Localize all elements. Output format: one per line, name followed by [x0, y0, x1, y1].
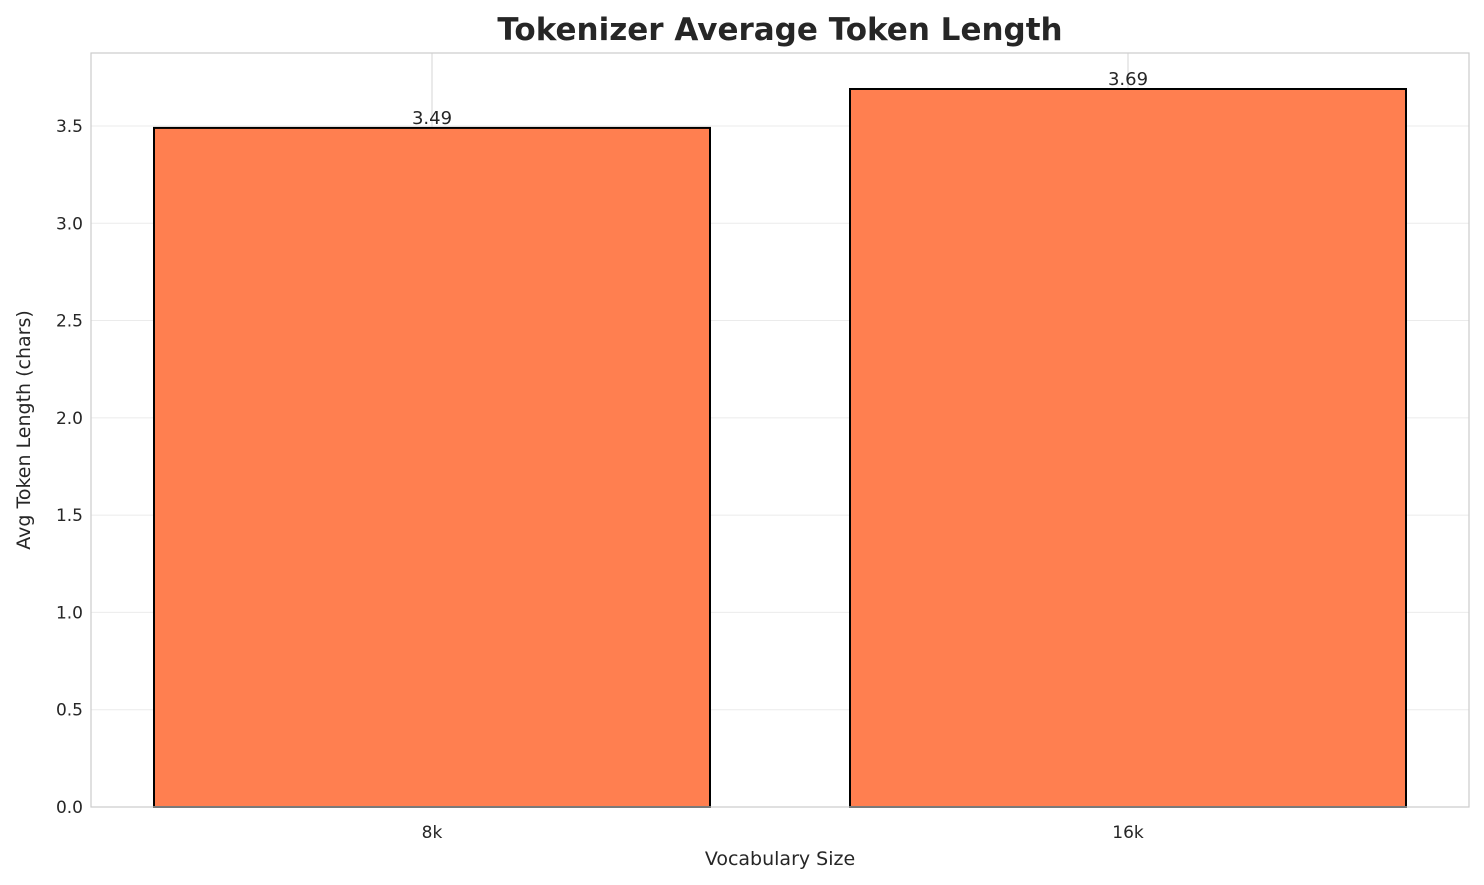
y-axis-ticks: 0.0 0.5 1.0 1.5 2.0 2.5 3.0 3.5 [56, 117, 83, 818]
y-tick-label: 0.0 [56, 798, 83, 818]
data-label: 3.69 [1108, 69, 1148, 90]
y-tick-label: 1.5 [56, 506, 83, 526]
x-axis-ticks: 8k 16k [422, 823, 1144, 843]
bars [153, 87, 1407, 808]
x-axis-label: Vocabulary Size [705, 848, 855, 870]
y-tick-label: 3.5 [56, 117, 83, 137]
y-axis-label: Avg Token Length (chars) [13, 310, 35, 550]
y-tick-label: 0.5 [56, 701, 83, 721]
y-tick-label: 3.0 [56, 214, 83, 234]
x-tick-label: 16k [1112, 823, 1144, 843]
x-tick-label: 8k [422, 823, 443, 843]
bar-16k [849, 87, 1407, 808]
y-tick-label: 1.0 [56, 603, 83, 623]
y-tick-label: 2.0 [56, 409, 83, 429]
plot-frame [90, 52, 1470, 808]
bar-8k [153, 126, 711, 808]
data-label: 3.49 [412, 108, 452, 129]
y-tick-label: 2.5 [56, 312, 83, 332]
chart-title: Tokenizer Average Token Length [497, 12, 1062, 48]
data-labels: 3.49 3.69 [412, 69, 1148, 129]
